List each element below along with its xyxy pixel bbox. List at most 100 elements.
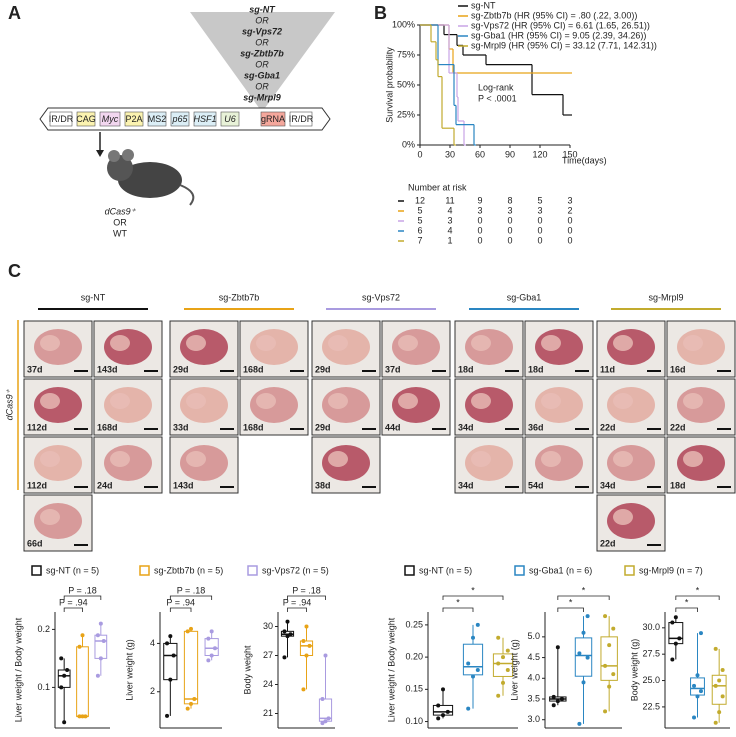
y-tick-label: 5.0	[527, 631, 540, 641]
construct-element	[76, 111, 96, 127]
liver-lobe	[398, 335, 418, 351]
box	[163, 642, 178, 681]
liver-lobe	[541, 393, 561, 409]
annotation: *	[582, 585, 586, 595]
y-axis-label: Liver weight / Body weight	[13, 617, 23, 722]
point	[611, 626, 616, 631]
bracket	[169, 607, 192, 612]
box	[600, 636, 618, 681]
point	[577, 651, 582, 656]
guide-funnel	[190, 12, 335, 112]
point	[165, 713, 170, 718]
day-label: 33d	[173, 422, 189, 432]
point	[471, 674, 475, 679]
point	[695, 673, 700, 678]
y-tick-label: 0.10	[405, 716, 423, 726]
point	[189, 626, 193, 631]
point	[692, 683, 697, 688]
liver-lobe	[328, 393, 348, 409]
legend-label: sg-Vps72 (HR (95% CI) = 6.61 (1.65, 26.5…	[471, 20, 650, 30]
risk-count: 4	[447, 205, 452, 215]
point	[698, 631, 703, 636]
box	[668, 622, 684, 645]
point	[168, 634, 173, 639]
risk-count: 5	[537, 195, 542, 205]
liver-lobe	[683, 451, 703, 467]
construct-element	[49, 111, 73, 127]
legend-label: sg-Mrpl9 (HR (95% CI) = 33.12 (7.71, 142…	[471, 40, 657, 50]
point	[62, 720, 67, 725]
box	[57, 669, 71, 688]
day-label: 34d	[458, 480, 474, 490]
day-label: 37d	[27, 364, 43, 374]
point	[80, 633, 85, 638]
annotation: P = .94	[283, 597, 312, 607]
point	[206, 658, 211, 663]
legend-label: sg-Vps72 (n = 5)	[262, 565, 329, 575]
construct-element	[193, 111, 217, 127]
point	[83, 714, 88, 719]
liver-lobe	[683, 393, 703, 409]
y-axis-label: Survival probability	[384, 47, 394, 123]
point	[98, 656, 103, 661]
construct-element	[99, 111, 121, 127]
annotation: P = .94	[59, 597, 88, 607]
point	[695, 694, 700, 699]
construct-element	[124, 111, 144, 127]
legend-swatch	[139, 565, 150, 576]
construct-element	[260, 111, 286, 127]
legend-swatch	[624, 565, 635, 576]
y-tick-label: 100%	[392, 19, 415, 29]
risk-count: 5	[417, 205, 422, 215]
point	[496, 693, 501, 698]
guide-label: sg-Vps72	[242, 26, 282, 36]
point	[720, 668, 725, 672]
annotation: *	[696, 585, 700, 595]
y-tick-label: 24	[263, 679, 273, 689]
point	[505, 668, 510, 672]
annotation: P = .18	[177, 585, 206, 595]
legend-swatch	[31, 565, 42, 576]
risk-count: 2	[567, 205, 572, 215]
guide-label: sg-Mrpl9	[243, 92, 281, 102]
point	[692, 715, 697, 720]
point	[717, 678, 722, 683]
x-axis-label: Time(days)	[562, 155, 607, 165]
legend-label: sg-Gba1 (HR (95% CI) = 9.05 (2.39, 34.26…	[471, 30, 646, 40]
point	[168, 677, 173, 682]
risk-count: 0	[537, 215, 542, 225]
point	[555, 645, 560, 650]
point	[288, 632, 293, 637]
liver-lobe	[256, 393, 276, 409]
bracket	[169, 595, 213, 600]
risk-count: 0	[507, 215, 512, 225]
point	[670, 620, 675, 625]
risk-count: 7	[417, 235, 422, 245]
point	[436, 716, 441, 721]
point	[551, 694, 556, 699]
construct-label: CAG	[76, 114, 96, 124]
risk-count: 9	[477, 195, 482, 205]
point	[713, 720, 718, 725]
point	[206, 636, 211, 641]
guide-label: OR	[255, 81, 269, 91]
point	[445, 709, 450, 714]
construct-label: gRNA	[261, 114, 285, 124]
construct-label: HSF1	[193, 114, 216, 124]
day-label: 168d	[243, 364, 264, 374]
day-label: 34d	[600, 480, 616, 490]
construct-label: U6	[224, 114, 236, 124]
risk-count: 3	[447, 215, 452, 225]
point	[603, 663, 608, 668]
point	[698, 689, 703, 694]
y-axis-label: Liver weight (g)	[124, 639, 134, 701]
point	[555, 699, 560, 704]
construct-label: p65	[171, 114, 188, 124]
bracket	[287, 607, 307, 612]
liver-lobe	[613, 335, 633, 351]
x-tick-label: 150	[562, 149, 577, 159]
point	[501, 680, 505, 685]
y-tick-label: 0.1	[37, 682, 50, 692]
x-tick-label: 30	[445, 149, 455, 159]
point	[77, 714, 82, 719]
